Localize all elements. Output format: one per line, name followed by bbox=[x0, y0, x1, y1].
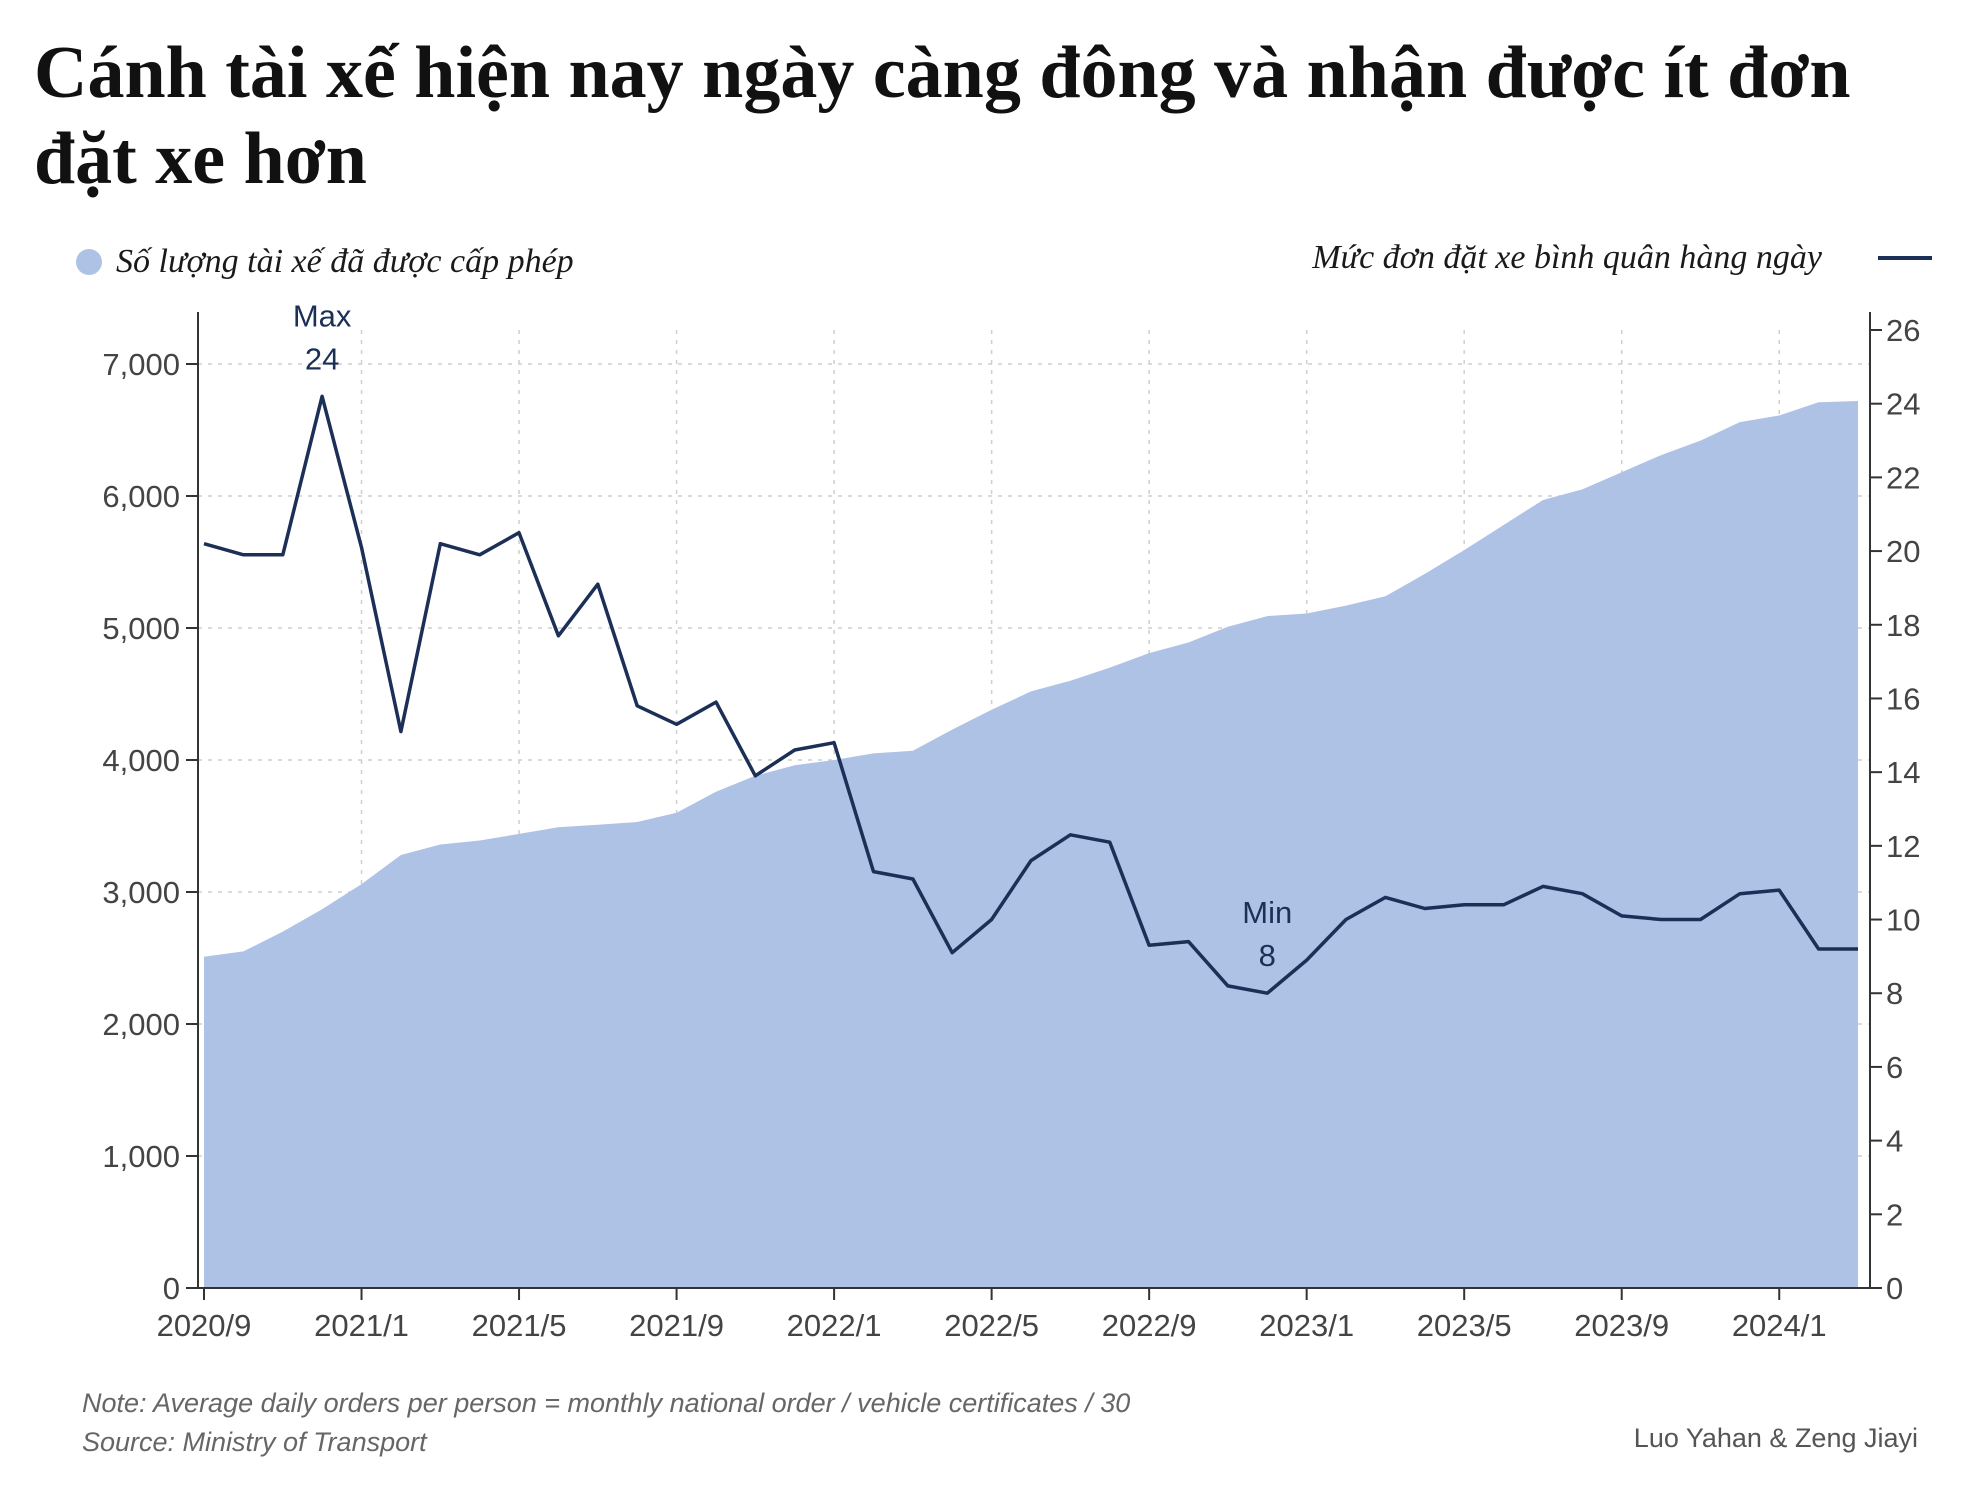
legend-line-swatch bbox=[1878, 256, 1932, 260]
right-tick-label: 26 bbox=[1886, 313, 1920, 348]
right-tick-label: 18 bbox=[1886, 608, 1920, 643]
right-tick-label: 4 bbox=[1886, 1124, 1903, 1159]
area-series bbox=[204, 401, 1858, 1288]
x-tick-label: 2020/9 bbox=[157, 1308, 252, 1343]
min-annotation-label: Min bbox=[1242, 895, 1292, 930]
x-tick-label: 2022/1 bbox=[787, 1308, 882, 1343]
chart-plot: 01,0002,0003,0004,0005,0006,0007,0000246… bbox=[102, 298, 1920, 1343]
left-tick-label: 3,000 bbox=[102, 875, 180, 910]
left-tick-label: 0 bbox=[163, 1271, 180, 1306]
x-tick-label: 2022/9 bbox=[1102, 1308, 1197, 1343]
x-tick-label: 2021/9 bbox=[629, 1308, 724, 1343]
x-tick-label: 2021/1 bbox=[314, 1308, 409, 1343]
chart-note: Note: Average daily orders per person = … bbox=[82, 1388, 1131, 1418]
left-tick-label: 5,000 bbox=[102, 611, 180, 646]
right-tick-label: 6 bbox=[1886, 1050, 1903, 1085]
chart-credit: Luo Yahan & Zeng Jiayi bbox=[1633, 1423, 1918, 1453]
left-tick-label: 2,000 bbox=[102, 1007, 180, 1042]
x-tick-label: 2021/5 bbox=[472, 1308, 567, 1343]
annotations: Max 24 Min 8 bbox=[293, 298, 1292, 973]
left-tick-label: 1,000 bbox=[102, 1139, 180, 1174]
chart-title: Cánh tài xế hiện nay ngày càng đông và n… bbox=[34, 32, 1851, 200]
right-tick-label: 24 bbox=[1886, 387, 1920, 422]
right-tick-label: 14 bbox=[1886, 755, 1920, 790]
min-annotation-value: 8 bbox=[1259, 938, 1276, 973]
x-tick-label: 2024/1 bbox=[1732, 1308, 1827, 1343]
x-tick-label: 2022/5 bbox=[944, 1308, 1039, 1343]
right-tick-label: 0 bbox=[1886, 1271, 1903, 1306]
axes: 01,0002,0003,0004,0005,0006,0007,0000246… bbox=[102, 312, 1920, 1343]
left-tick-label: 4,000 bbox=[102, 743, 180, 778]
legend-area-item: Số lượng tài xế đã được cấp phép bbox=[76, 240, 574, 284]
right-tick-label: 10 bbox=[1886, 903, 1920, 938]
area-path bbox=[204, 401, 1858, 1288]
right-tick-label: 8 bbox=[1886, 976, 1903, 1011]
chart-source: Source: Ministry of Transport bbox=[82, 1427, 427, 1457]
line-path bbox=[203, 394, 1858, 995]
right-tick-label: 12 bbox=[1886, 829, 1920, 864]
max-annotation-value: 24 bbox=[305, 341, 339, 376]
left-tick-label: 6,000 bbox=[102, 479, 180, 514]
right-tick-label: 22 bbox=[1886, 460, 1920, 495]
chart-note-block: Note: Average daily orders per person = … bbox=[82, 1384, 1130, 1462]
max-annotation-label: Max bbox=[293, 298, 352, 333]
x-tick-label: 2023/5 bbox=[1417, 1308, 1512, 1343]
legend-area-swatch bbox=[76, 249, 102, 275]
line-series bbox=[203, 394, 1858, 995]
legend-line-item: Mức đơn đặt xe bình quân hàng ngày bbox=[1312, 236, 1932, 280]
legend-area-label: Số lượng tài xế đã được cấp phép bbox=[116, 243, 574, 280]
x-tick-label: 2023/1 bbox=[1259, 1308, 1354, 1343]
right-tick-label: 2 bbox=[1886, 1197, 1903, 1232]
left-tick-label: 7,000 bbox=[102, 347, 180, 382]
x-tick-label: 2023/9 bbox=[1574, 1308, 1669, 1343]
right-tick-label: 20 bbox=[1886, 534, 1920, 569]
right-tick-label: 16 bbox=[1886, 681, 1920, 716]
legend-line-label: Mức đơn đặt xe bình quân hàng ngày bbox=[1312, 239, 1822, 276]
